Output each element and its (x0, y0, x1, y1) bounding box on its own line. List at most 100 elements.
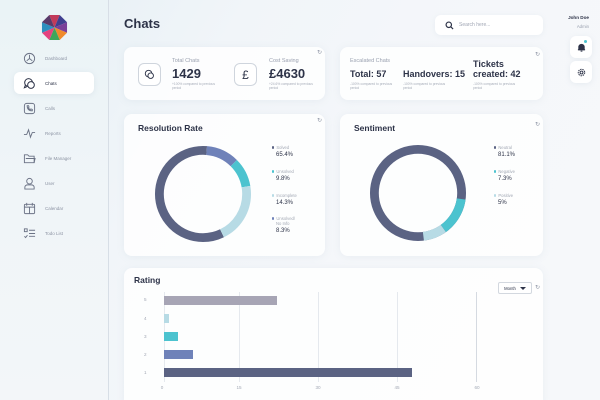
legend-label: Positive (498, 193, 514, 198)
folder-icon (22, 151, 36, 165)
cost-saving-sub: +24.6% compared to previous period (269, 82, 313, 90)
sidebar-item-label: User (45, 180, 55, 186)
legend-item-unsolved: Unsolved 9.8% (272, 169, 294, 182)
bar-rating-1 (164, 368, 412, 377)
legend-dot (272, 194, 275, 197)
legend-value: 7.3% (498, 176, 512, 182)
escalated-tickets-line2: created: 42 (473, 69, 521, 79)
legend-label: Neutral (498, 145, 512, 150)
x-tick: 60 (474, 385, 480, 390)
refresh-icon[interactable]: ↻ (535, 122, 541, 128)
sidebar-item-label: Reports (45, 130, 61, 136)
calendar-icon (22, 201, 36, 215)
resolution-rate-card: Resolution Rate ↻ Solved 65.4% Unsolved … (124, 114, 325, 256)
refresh-icon[interactable]: ↻ (535, 285, 541, 291)
sidebar-item-user[interactable]: User (14, 172, 94, 194)
sidebar-item-chats[interactable]: Chats (14, 72, 94, 94)
search-icon (445, 20, 454, 30)
user-role: Admin (576, 24, 589, 29)
refresh-icon[interactable]: ↻ (317, 50, 323, 56)
escalated-label: Escalated Chats (350, 58, 391, 64)
sidebar-item-file-manager[interactable]: File Manager (14, 147, 94, 169)
legend-label: Unsolved (276, 169, 294, 174)
sidebar-item-label: Todo List (45, 230, 64, 236)
sentiment-title: Sentiment (354, 123, 396, 133)
legend-item-negative: Negative 7.3% (494, 169, 515, 182)
gridline (397, 292, 398, 382)
total-chats-label: Total Chats (172, 58, 200, 64)
sentiment-card: Sentiment ↻ Neutral 81.1% Negative 7.3% … (340, 114, 543, 256)
legend-dot (272, 170, 275, 173)
legend-item-unsolved-no-info: Unsolved/ No Info 8.3% (272, 216, 295, 234)
bar-rating-5 (164, 296, 277, 305)
chat-icon (144, 69, 154, 79)
sidebar-item-calendar[interactable]: Calendar (14, 197, 94, 219)
legend-dot (272, 217, 275, 220)
notification-dot (584, 40, 587, 43)
refresh-icon[interactable]: ↻ (317, 118, 323, 124)
sidebar-item-reports[interactable]: Reports (14, 122, 94, 144)
legend-item-positive: Positive 5% (494, 193, 513, 206)
user-name[interactable]: John Doe (568, 15, 589, 20)
legend-value: 8.3% (276, 228, 290, 234)
escalated-tickets-sub: -100% compared to previous period (473, 82, 516, 90)
sentiment-donut-chart (369, 144, 467, 242)
escalated-handovers: Handovers: 15 (403, 69, 466, 79)
legend-item-neutral: Neutral 81.1% (494, 145, 515, 158)
x-tick: 45 (394, 385, 400, 390)
caret-down-icon (519, 286, 526, 290)
cost-saving-value: £4630 (269, 66, 306, 81)
bar-rating-4 (164, 314, 169, 323)
user-icon (22, 176, 36, 190)
sidebar-item-label: Calendar (45, 205, 64, 211)
legend-label: Unsolved/ (276, 216, 296, 221)
legend-dot (272, 146, 275, 149)
period-select-value: Month (504, 285, 516, 291)
sidebar-item-todo-list[interactable]: Todo List (14, 222, 94, 244)
total-chats-value: 1429 (172, 66, 201, 81)
rating-card (124, 268, 543, 400)
notifications-button[interactable] (570, 36, 592, 58)
x-tick: 15 (236, 385, 242, 390)
sidebar: Dashboard Chats Calls Reports File Manag… (0, 0, 109, 400)
legend-label: Negative (498, 169, 515, 174)
x-tick: 0 (160, 385, 164, 390)
checklist-icon (22, 226, 36, 240)
sidebar-item-dashboard[interactable]: Dashboard (14, 47, 94, 69)
sidebar-item-calls[interactable]: Calls (14, 97, 94, 119)
legend-value: 5% (498, 200, 507, 206)
period-select[interactable]: Month (498, 282, 532, 294)
legend-dot (494, 170, 497, 173)
escalated-handovers-sub: -100% compared to previous period (403, 82, 446, 90)
legend-value: 65.4% (276, 152, 294, 158)
cost-saving-label: Cost Saving (269, 58, 299, 64)
total-chats-sub: +100% compared to previous period (172, 82, 215, 90)
legend-value: 81.1% (498, 152, 516, 158)
search-bar[interactable] (435, 15, 543, 35)
sidebar-item-label: File Manager (45, 155, 72, 161)
rating-title: Rating (134, 275, 161, 285)
app-logo[interactable] (41, 14, 68, 41)
legend-dot (494, 146, 497, 149)
sidebar-item-label: Calls (45, 105, 56, 111)
bell-icon (577, 43, 585, 52)
legend-value: 14.3% (276, 200, 294, 206)
page-title: Chats (124, 16, 161, 31)
stats-card: ↻ Total Chats 1429 +100% compared to pre… (124, 47, 325, 100)
y-tick: 2 (144, 352, 147, 357)
escalated-total-sub: -100% compared to previous period (350, 82, 393, 90)
refresh-icon[interactable]: ↻ (535, 52, 541, 58)
x-tick: 30 (315, 385, 321, 390)
resolution-rate-title: Resolution Rate (138, 123, 203, 133)
resolution-donut-chart (154, 145, 252, 243)
gear-icon (577, 68, 585, 76)
activity-icon (22, 126, 36, 140)
cost-saving-icon-box: £ (234, 63, 257, 86)
settings-button[interactable] (570, 61, 592, 83)
chat-icon (22, 76, 36, 90)
y-tick: 5 (144, 297, 147, 302)
gridline (318, 292, 319, 382)
escalated-tickets-line1: Tickets (473, 59, 504, 69)
pound-icon: £ (242, 67, 249, 82)
search-input[interactable] (459, 22, 539, 28)
